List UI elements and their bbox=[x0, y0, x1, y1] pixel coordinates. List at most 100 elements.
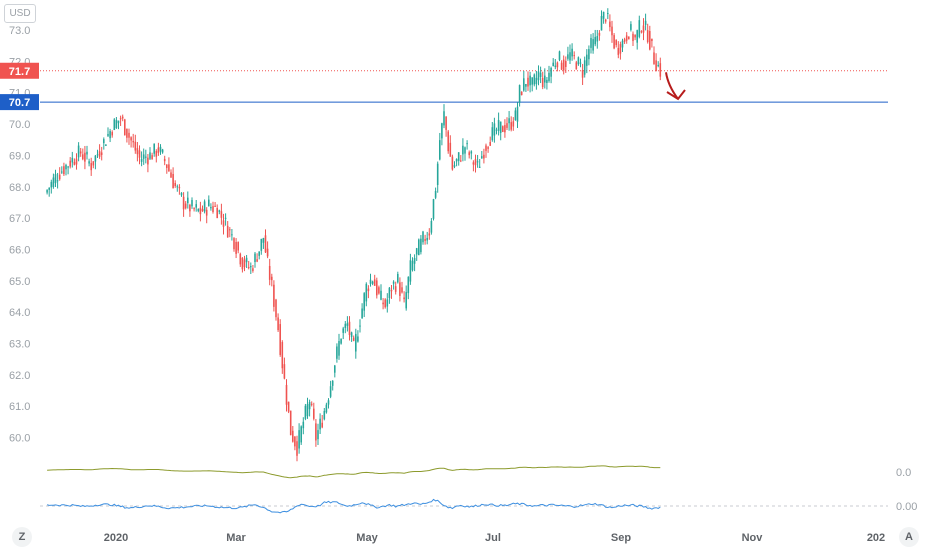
candle-body bbox=[594, 36, 596, 45]
candle bbox=[153, 143, 155, 157]
candle-body bbox=[413, 258, 416, 264]
candle-body bbox=[189, 204, 191, 212]
candle bbox=[638, 15, 641, 39]
candle bbox=[113, 118, 116, 131]
candle bbox=[466, 140, 468, 150]
candlestick-series bbox=[46, 8, 662, 462]
candle bbox=[451, 154, 454, 171]
candle-body bbox=[281, 342, 284, 369]
candle bbox=[388, 287, 391, 304]
candle-body bbox=[96, 154, 99, 156]
candle bbox=[273, 280, 275, 312]
candle-body bbox=[84, 152, 86, 162]
candle bbox=[527, 71, 529, 91]
candle-body bbox=[550, 67, 552, 77]
candle-body bbox=[588, 49, 590, 60]
candle bbox=[254, 252, 256, 268]
candle-body bbox=[243, 259, 246, 268]
candle-body bbox=[203, 201, 206, 212]
indicator-line-1 bbox=[47, 465, 661, 479]
candle-body bbox=[510, 122, 512, 130]
time-tick-label: Nov bbox=[742, 532, 764, 544]
candle-body bbox=[247, 267, 250, 269]
zoom-button[interactable]: Z bbox=[12, 527, 32, 547]
candle-body bbox=[155, 151, 158, 157]
candle bbox=[88, 158, 90, 167]
candle-body bbox=[604, 19, 607, 22]
candle-body bbox=[161, 149, 164, 153]
time-tick-label: 2020 bbox=[104, 532, 128, 544]
candle-body bbox=[119, 118, 122, 120]
auto-scale-button[interactable]: A bbox=[899, 527, 919, 547]
candle bbox=[208, 195, 210, 207]
price-tick-label: 63.0 bbox=[9, 339, 30, 351]
candle bbox=[338, 333, 340, 360]
candle-body bbox=[376, 280, 378, 296]
candle bbox=[531, 77, 533, 92]
candle bbox=[472, 160, 475, 172]
candle bbox=[481, 150, 483, 159]
candle bbox=[355, 328, 357, 359]
candle bbox=[279, 319, 281, 357]
candle-body bbox=[422, 231, 424, 243]
candle bbox=[63, 162, 65, 176]
candle bbox=[583, 56, 586, 78]
candle bbox=[630, 21, 632, 32]
candle-body bbox=[478, 166, 481, 168]
candle bbox=[598, 30, 601, 41]
candle bbox=[189, 203, 191, 217]
candle bbox=[191, 197, 193, 209]
candle-body bbox=[651, 38, 653, 42]
candle-body bbox=[88, 161, 90, 164]
candle bbox=[168, 157, 170, 172]
candle bbox=[126, 128, 128, 143]
candle-body bbox=[271, 276, 273, 281]
candle bbox=[79, 147, 82, 157]
candle bbox=[403, 291, 405, 303]
candle-body bbox=[256, 259, 258, 262]
candle bbox=[105, 144, 107, 147]
candle bbox=[539, 66, 542, 84]
candle-body bbox=[348, 321, 351, 335]
candle bbox=[520, 91, 523, 96]
candle-body bbox=[405, 292, 407, 309]
candle bbox=[573, 51, 575, 60]
price-tick-label: 62.0 bbox=[9, 370, 30, 382]
candle bbox=[348, 316, 351, 341]
candle bbox=[268, 258, 271, 286]
candle-body bbox=[430, 221, 433, 233]
candle bbox=[132, 133, 134, 148]
candle bbox=[329, 380, 332, 399]
candle-body bbox=[52, 177, 55, 187]
candle-body bbox=[193, 208, 195, 210]
candle bbox=[602, 11, 605, 24]
candle bbox=[58, 167, 61, 181]
candle-body bbox=[172, 173, 174, 189]
candle bbox=[69, 157, 71, 169]
candle bbox=[579, 58, 582, 68]
candle-body bbox=[48, 187, 50, 190]
candle bbox=[411, 257, 414, 272]
candle bbox=[628, 36, 630, 40]
candle bbox=[462, 138, 464, 162]
candle bbox=[439, 132, 441, 161]
candle-body bbox=[426, 237, 428, 241]
candle-body bbox=[571, 48, 573, 57]
candle-body bbox=[325, 404, 328, 413]
candle bbox=[581, 63, 584, 85]
candle-body bbox=[336, 346, 338, 359]
candle bbox=[615, 39, 617, 48]
candle bbox=[365, 282, 368, 307]
candle-body bbox=[191, 200, 193, 207]
candle-body bbox=[98, 151, 101, 157]
candle bbox=[613, 33, 615, 50]
candle bbox=[178, 184, 181, 195]
candle bbox=[233, 237, 235, 252]
candle bbox=[138, 145, 141, 165]
candle-body bbox=[535, 77, 538, 85]
candle-body bbox=[126, 128, 128, 138]
candle-body bbox=[455, 158, 458, 162]
candle bbox=[367, 285, 370, 299]
candle-body bbox=[512, 121, 515, 127]
